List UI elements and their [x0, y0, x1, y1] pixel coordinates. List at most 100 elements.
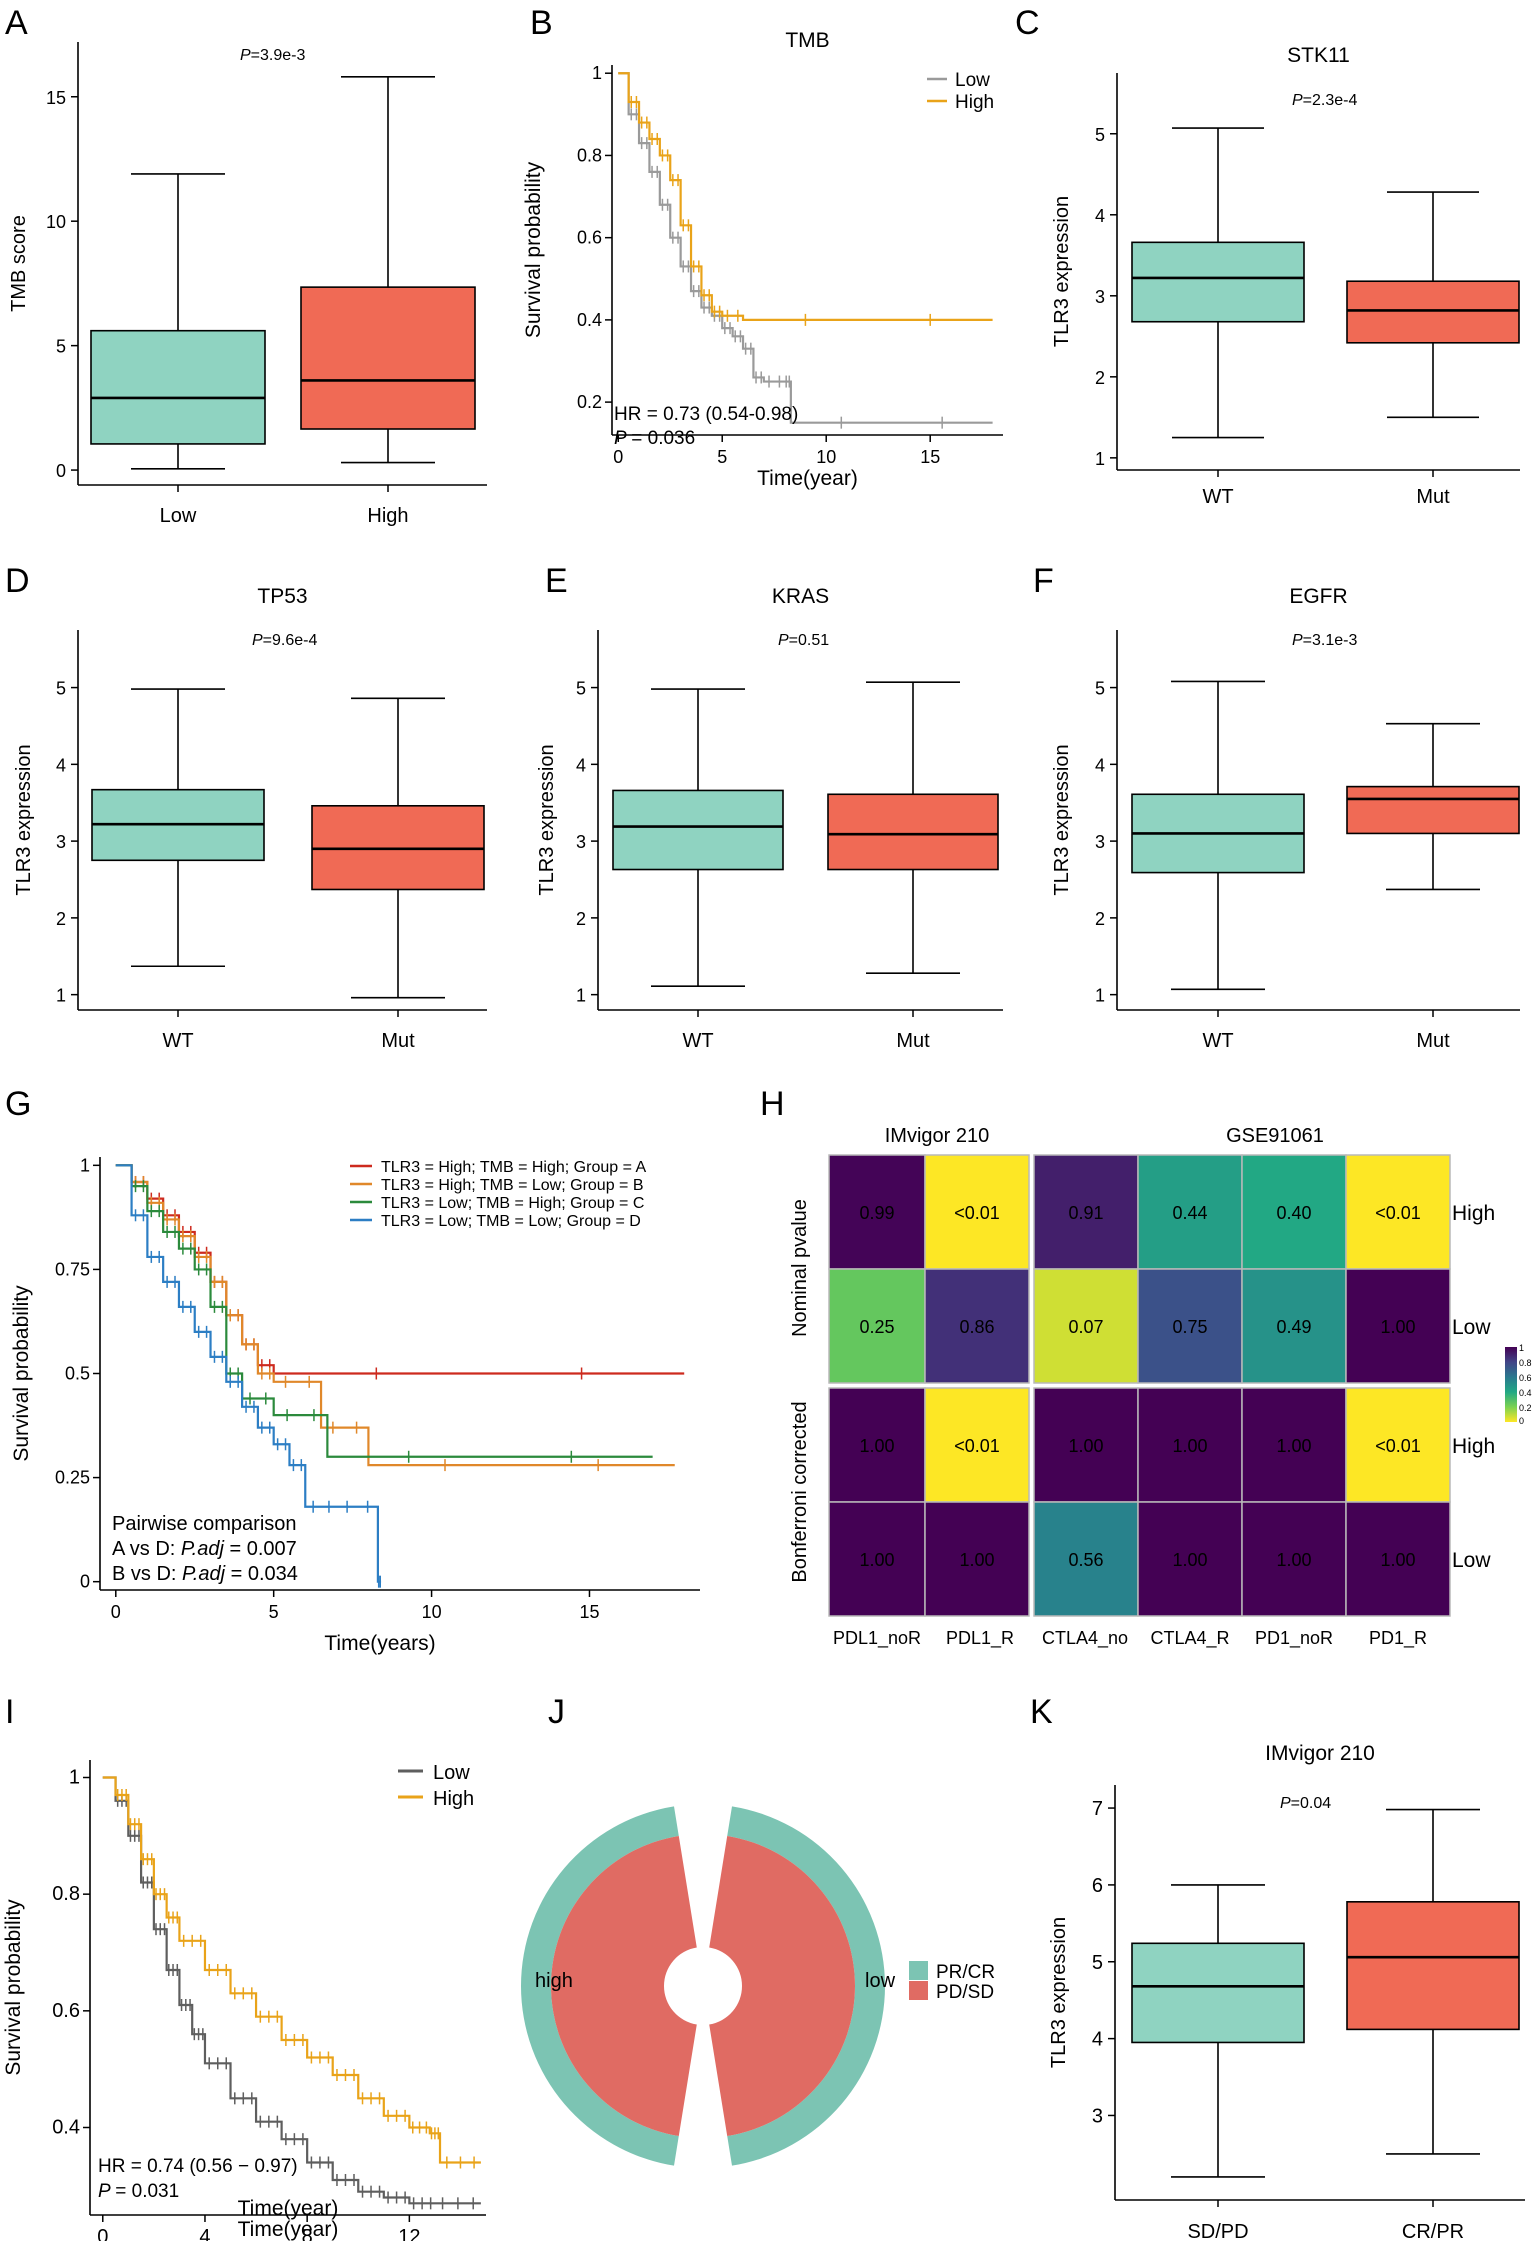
heatmap-col-label: CTLA4_R — [1150, 1628, 1229, 1649]
pairwise-text: B vs D: — [112, 1563, 182, 1585]
heatmap-row-label: Low — [1452, 1316, 1491, 1339]
panel-label-E: E — [545, 562, 568, 600]
y-tick-label: 15 — [46, 88, 66, 108]
y-tick-label: 4 — [1095, 206, 1105, 226]
heatmap-col-label: PD1_R — [1369, 1628, 1427, 1649]
x-tick-label: 4 — [199, 2226, 210, 2241]
heatmap-cell-value: 1.00 — [1276, 1550, 1311, 1570]
chart-title: TMB — [785, 29, 829, 52]
y-tick-label: 5 — [1095, 679, 1105, 699]
heatmap-cell — [1033, 1268, 1139, 1384]
x-tick-label: 0 — [111, 1602, 121, 1622]
y-tick-label: 2 — [1095, 368, 1105, 388]
y-tick-label: 0 — [56, 461, 66, 481]
box-panel-F: 1 2 3 4 5 EGFR P=3.1e-3 TLR3 expression WT Mut — [1051, 585, 1520, 1052]
heatmap-cell-value: 0.75 — [1172, 1317, 1207, 1337]
panel-label-H: H — [760, 1085, 785, 1123]
y-tick-label: 0.8 — [52, 1883, 80, 1905]
donut-slice-low-pdsd — [709, 1835, 856, 2137]
y-tick-label: 0.4 — [52, 2117, 80, 2139]
p-value-text: =3.9e-3 — [251, 47, 306, 64]
donut-legend-prcr: PR/CR — [936, 1962, 995, 1983]
y-axis-label: Survival probability — [522, 161, 545, 338]
heatmap-cell — [1241, 1501, 1347, 1617]
donut-slice-low-prcr — [727, 1806, 885, 2166]
box-high — [300, 286, 476, 430]
heatmap-col-label: PDL1_noR — [833, 1628, 921, 1649]
donut-slice-high-pdsd — [550, 1835, 697, 2137]
colorbar-tick: 0.4 — [1519, 1388, 1532, 1398]
legend-label: TLR3 = High; TMB = High; Group = A — [381, 1159, 646, 1176]
y-axis-label: TLR3 expression — [1051, 744, 1073, 895]
legend-label: TLR3 = Low; TMB = High; Group = C — [381, 1195, 644, 1212]
heatmap-cell-value: <0.01 — [954, 1436, 1000, 1456]
panel-label-D: D — [5, 562, 30, 600]
y-tick-label: 5 — [1095, 125, 1105, 145]
panel-label-I: I — [5, 1693, 14, 1731]
heatmap-cell — [1345, 1268, 1451, 1384]
km-curve-c — [115, 1164, 653, 1458]
x-tick-label: WT — [682, 1030, 713, 1052]
km-curve-high — [102, 1776, 481, 2164]
y-tick-label: 10 — [46, 212, 66, 232]
p-value: P=2.3e-4 — [1292, 92, 1357, 109]
heatmap-cell-value: 0.07 — [1068, 1317, 1103, 1337]
y-tick-label: 3 — [1092, 2105, 1103, 2127]
y-tick-label: 6 — [1092, 1875, 1103, 1897]
box-mut — [1346, 280, 1520, 344]
heatmap-rowgroup-bonferroni: Bonferroni corrected — [789, 1401, 811, 1582]
p-value-text: =0.04 — [1291, 1795, 1332, 1812]
y-tick-label: 4 — [1092, 2029, 1103, 2051]
heatmap-col-label: PD1_noR — [1255, 1628, 1333, 1649]
y-tick-label: 3 — [576, 832, 586, 852]
y-tick-label: 3 — [1095, 832, 1105, 852]
pairwise-text: A vs D: — [112, 1538, 181, 1560]
heatmap-cell-value: 1.00 — [1380, 1550, 1415, 1570]
x-tick-label: Mut — [1416, 1030, 1450, 1052]
heatmap-cell-value: <0.01 — [954, 1203, 1000, 1223]
heatmap-cell — [924, 1387, 1030, 1503]
legend-label-high: High — [955, 92, 994, 113]
heatmap-cell-value: 0.44 — [1172, 1203, 1207, 1223]
chart-title: STK11 — [1287, 44, 1350, 67]
y-tick-label: 4 — [576, 755, 586, 775]
heatmap-cell-value: 1.00 — [959, 1550, 994, 1570]
heatmap-cell — [1345, 1501, 1451, 1617]
donut-slice-high-prcr — [521, 1806, 679, 2166]
y-tick-label: 3 — [1095, 287, 1105, 307]
y-axis-label: TLR3 expression — [1048, 1917, 1070, 2068]
y-tick-label: 2 — [576, 909, 586, 929]
box-panel-K: 3 4 5 6 7 IMvigor 210 P=0.04 TLR3 expression SD/… — [1048, 1742, 1525, 2241]
heatmap-cell-value: 0.99 — [859, 1203, 894, 1223]
colorbar-tick: 0.2 — [1519, 1403, 1532, 1413]
donut-group-high: high — [535, 1970, 573, 1992]
panel-label-F: F — [1033, 562, 1054, 600]
x-tick-label: 15 — [579, 1602, 599, 1622]
y-tick-label: 1 — [576, 986, 586, 1006]
x-tick-label: 0 — [97, 2226, 108, 2241]
km-curve-high — [618, 72, 993, 321]
p-value: P=0.04 — [1280, 1795, 1331, 1812]
pairwise-b-vs-d: B vs D: P.adj = 0.034 — [112, 1563, 298, 1585]
p-value-text: =9.6e-4 — [263, 632, 318, 649]
heatmap-cell — [1033, 1501, 1139, 1617]
x-tick-label: WT — [1202, 486, 1233, 508]
donut-group-low: low — [865, 1970, 896, 1992]
x-tick-label: Mut — [381, 1030, 415, 1052]
box-wt — [1131, 241, 1305, 323]
heatmap-row-label: Low — [1452, 1549, 1491, 1572]
y-tick-label: 0.8 — [577, 145, 602, 165]
box-wt — [612, 789, 784, 871]
heatmap-cell — [828, 1154, 926, 1270]
legend-label: TLR3 = Low; TMB = Low; Group = D — [381, 1213, 641, 1230]
heatmap-panel: IMvigor 210 GSE91061 Nominal pvalue Bonf… — [789, 1125, 1532, 1649]
x-tick-label: CR/PR — [1402, 2221, 1464, 2241]
x-tick-label: 12 — [398, 2226, 420, 2241]
x-tick-label: 10 — [422, 1602, 442, 1622]
box-low — [90, 329, 266, 445]
y-tick-label: 0.4 — [577, 310, 602, 330]
y-tick-label: 1 — [80, 1155, 90, 1175]
heatmap-cell — [1137, 1268, 1243, 1384]
